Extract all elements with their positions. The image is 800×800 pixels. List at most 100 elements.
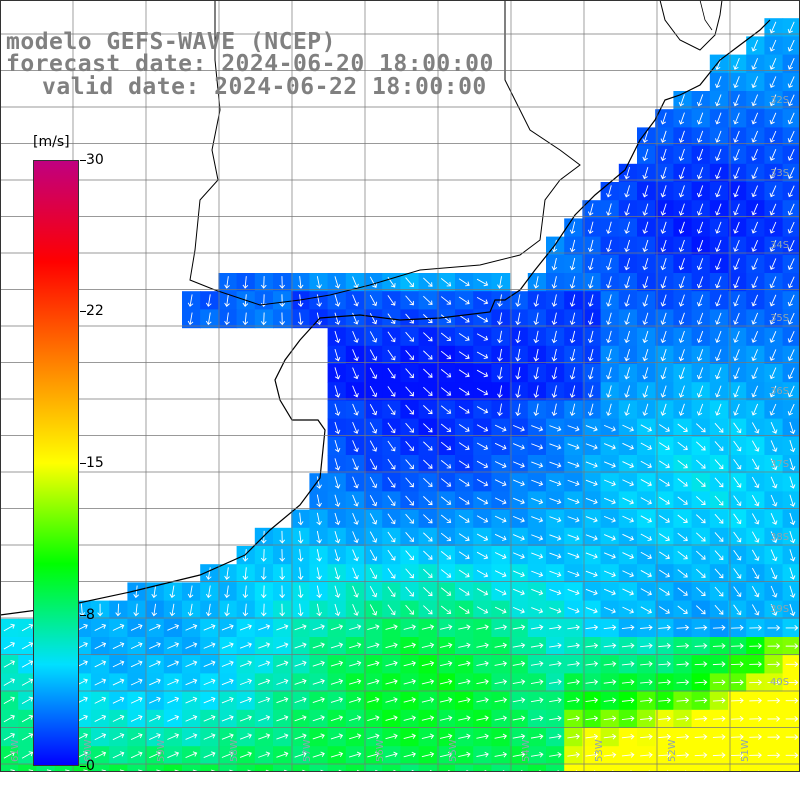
wind-arrow: [787, 58, 795, 70]
wind-arrow: [221, 624, 234, 631]
wind-arrow: [3, 733, 15, 741]
wind-arrow: [658, 715, 671, 722]
wind-arrow: [621, 697, 635, 704]
wind-arrow: [658, 624, 671, 631]
wind-arrow: [770, 422, 778, 434]
wind-arrow: [349, 733, 362, 740]
wind-arrow: [334, 349, 341, 362]
wind-arrow: [294, 678, 307, 685]
wind-cell: [782, 546, 800, 565]
wind-cell: [109, 764, 128, 772]
wind-arrow: [276, 715, 289, 722]
wind-arrow: [242, 585, 249, 599]
wind-cell: [691, 764, 711, 772]
wind-arrow: [185, 696, 198, 704]
wind-arrow: [621, 733, 635, 740]
wind-arrow: [622, 570, 634, 578]
wind-arrow: [21, 751, 34, 759]
wind-arrow: [115, 603, 121, 617]
wind-arrow: [224, 567, 230, 580]
wind-arrow: [751, 258, 759, 271]
wind-arrow: [712, 661, 726, 667]
wind-arrow: [769, 167, 777, 180]
wind-arrow: [334, 421, 341, 435]
wind-arrow: [622, 497, 634, 505]
lat-label: 36S: [770, 386, 789, 397]
wind-arrow: [334, 330, 341, 344]
wind-arrow: [497, 276, 503, 289]
wind-arrow: [770, 567, 778, 580]
wind-arrow: [733, 258, 740, 271]
wind-arrow: [769, 76, 777, 89]
lat-labels: 32S 33S 34S 35S 36S 37S 38S 39S 40S: [770, 95, 789, 688]
wind-arrow: [567, 534, 580, 541]
wind-arrow: [352, 330, 359, 343]
wind-cell: [364, 764, 383, 772]
wind-arrow: [334, 567, 341, 580]
wind-arrow: [458, 460, 470, 469]
wind-arrow: [423, 295, 433, 305]
wind-arrow: [787, 39, 795, 52]
wind-cell: [618, 764, 638, 772]
wind-arrow: [585, 425, 598, 432]
wind-arrow: [733, 94, 740, 107]
wind-cell: [728, 764, 747, 772]
wind-cell: [782, 455, 800, 474]
wind-arrow: [770, 585, 778, 598]
wind-arrow: [387, 586, 396, 598]
wind-arrow: [606, 221, 612, 234]
wind-arrow: [3, 714, 15, 723]
wind-arrow: [405, 532, 414, 542]
wind-arrow: [369, 385, 378, 398]
wind-arrow: [530, 660, 544, 667]
wind-arrow: [387, 568, 396, 579]
wind-arrow: [624, 312, 631, 325]
wind-arrow: [715, 276, 722, 289]
wind-arrow: [94, 660, 107, 668]
wind-arrow: [112, 714, 125, 722]
wind-arrow: [458, 387, 470, 396]
wind-arrow: [678, 203, 685, 216]
wind-arrow: [405, 422, 414, 433]
wind-arrow: [476, 315, 489, 323]
wind-arrow: [733, 495, 742, 506]
wind-arrow: [512, 624, 526, 631]
wind-arrow: [767, 679, 781, 686]
wind-arrow: [677, 514, 688, 523]
wind-arrow: [352, 585, 359, 598]
wind-cell: [782, 764, 800, 772]
wind-arrow: [603, 715, 617, 722]
wind-arrow: [767, 734, 781, 740]
wind-arrow: [696, 403, 704, 416]
wind-arrow: [751, 495, 760, 507]
wind-arrow: [567, 461, 580, 468]
wind-arrow: [640, 460, 652, 469]
wind-arrow: [316, 294, 322, 307]
wind-arrow: [696, 148, 704, 161]
wind-arrow: [494, 424, 507, 432]
wind-arrow: [606, 185, 612, 198]
wind-arrow: [585, 642, 599, 649]
wind-arrow: [695, 514, 706, 524]
wind-arrow: [694, 679, 708, 686]
wind-arrow: [403, 642, 416, 649]
wind-arrow: [696, 385, 704, 398]
wind-arrow: [112, 751, 125, 759]
wind-arrow: [167, 714, 180, 722]
wind-arrow: [624, 385, 631, 398]
wind-arrow: [458, 606, 470, 614]
colorbar-tick-mark: [80, 463, 86, 464]
wind-arrow: [785, 643, 799, 649]
wind-arrow: [696, 258, 704, 271]
wind-arrow: [751, 586, 760, 598]
wind-arrow: [787, 21, 795, 34]
wind-arrow: [769, 21, 777, 34]
wind-arrow: [660, 185, 667, 198]
wind-arrow: [715, 167, 722, 180]
wind-arrow: [3, 678, 15, 686]
wind-arrow: [352, 458, 359, 471]
wind-arrow: [440, 605, 452, 614]
wind-arrow: [787, 167, 795, 179]
wind-arrow: [733, 367, 740, 380]
wind-arrow: [549, 461, 562, 468]
